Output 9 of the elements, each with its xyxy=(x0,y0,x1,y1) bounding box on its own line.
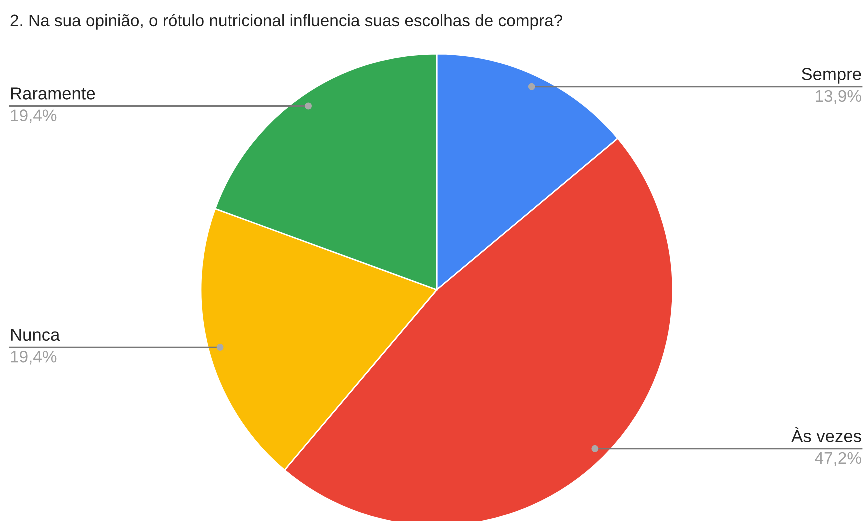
slice-label: Sempre xyxy=(802,68,862,84)
data-label: 19,4% xyxy=(11,110,57,124)
slice-label: Raramente xyxy=(11,88,96,100)
data-label: 19,4% xyxy=(11,350,57,365)
slice-label: Às vezes xyxy=(792,427,862,442)
chart-title: 2. Na sua opinião, o rótulo nutricional influencia suas escolhas de compra? xyxy=(10,14,562,30)
data-label: 13,9% xyxy=(816,90,862,104)
data-label: 47,2% xyxy=(815,452,862,466)
slice-label: Nunca xyxy=(11,328,60,342)
